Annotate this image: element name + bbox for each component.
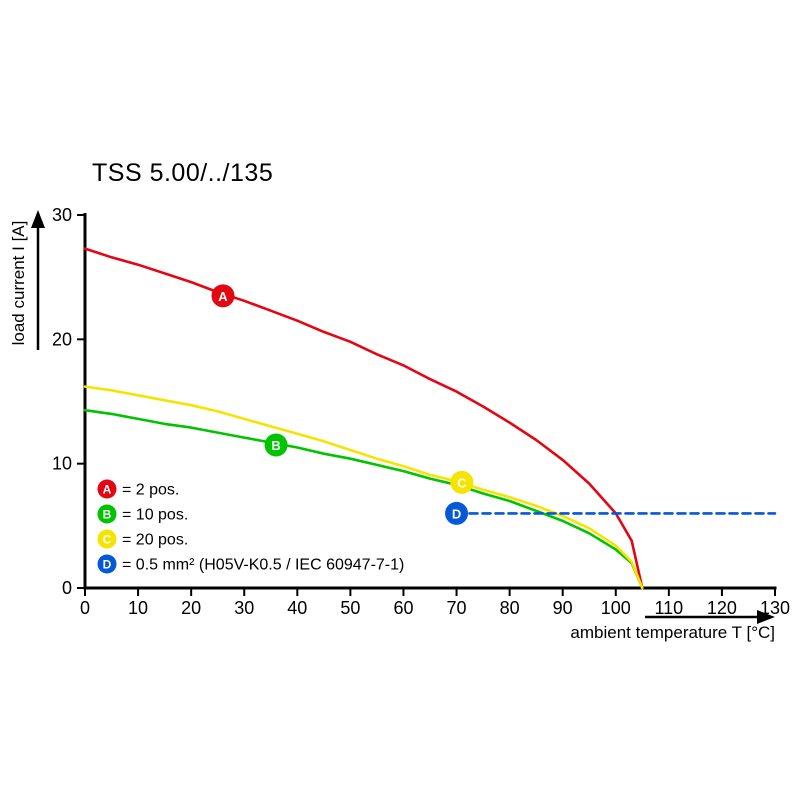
curves-layer bbox=[83, 247, 777, 590]
x-axis-arrow-head bbox=[757, 610, 775, 624]
legend-swatch-b bbox=[97, 504, 117, 524]
axes-layer: 0 10 20 30 40 50 60 70 80 90 100 110 120 130 0 10 20 30 bbox=[52, 205, 790, 618]
x-tick-label: 120 bbox=[707, 598, 737, 618]
legend-letter-a: A bbox=[103, 483, 112, 497]
curve-c bbox=[83, 385, 644, 590]
marker-c-circle bbox=[450, 470, 474, 494]
x-tick-label: 130 bbox=[760, 598, 790, 618]
x-tick-label: 60 bbox=[393, 598, 413, 618]
chart-title: TSS 5.00/../135 bbox=[92, 159, 274, 187]
legend-letter-c: C bbox=[103, 533, 112, 547]
x-tick-label: 110 bbox=[654, 598, 683, 618]
curve-b bbox=[83, 408, 644, 590]
marker-a-letter: A bbox=[218, 289, 228, 304]
markers-layer: A B C D bbox=[211, 284, 474, 525]
legend-label-a: = 2 pos. bbox=[122, 482, 179, 499]
x-tick-label: 40 bbox=[287, 598, 307, 618]
x-tick-label: 0 bbox=[80, 598, 90, 618]
legend-swatch-d bbox=[97, 554, 117, 574]
x-axis-label: ambient temperature T [°C] bbox=[570, 623, 775, 642]
legend-label-d: = 0.5 mm² (H05V-K0.5 / IEC 60947-7-1) bbox=[122, 557, 404, 574]
legend-layer: A = 2 pos. B = 10 pos. C = 20 pos. D = 0.5 mm² … bbox=[97, 479, 404, 574]
marker-b-letter: B bbox=[271, 438, 280, 453]
legend-letter-d: D bbox=[103, 558, 112, 572]
y-tick-label: 20 bbox=[52, 329, 72, 349]
curve-a bbox=[83, 247, 644, 590]
legend-swatch-a bbox=[97, 479, 117, 499]
legend-letter-b: B bbox=[103, 508, 112, 522]
y-tick-label: 30 bbox=[52, 205, 72, 225]
x-tick-label: 100 bbox=[601, 598, 631, 618]
x-tick-label: 30 bbox=[234, 598, 254, 618]
y-tick-label: 0 bbox=[62, 578, 72, 598]
marker-d-circle bbox=[445, 501, 469, 525]
x-tick-label: 20 bbox=[181, 598, 201, 618]
legend-label-c: = 20 pos. bbox=[122, 532, 188, 549]
y-tick-label: 10 bbox=[52, 454, 72, 474]
y-axis-arrow-head bbox=[31, 210, 45, 228]
x-tick-label: 70 bbox=[447, 598, 467, 618]
x-tick-label: 80 bbox=[500, 598, 520, 618]
legend-swatch-c bbox=[97, 529, 117, 549]
x-tick-label: 10 bbox=[128, 598, 148, 618]
marker-d-letter: D bbox=[452, 506, 461, 521]
x-tick-label: 90 bbox=[553, 598, 573, 618]
marker-a-circle bbox=[211, 284, 235, 308]
legend-label-b: = 10 pos. bbox=[122, 507, 188, 524]
x-tick-label: 50 bbox=[340, 598, 360, 618]
marker-c-letter: C bbox=[457, 475, 467, 490]
marker-b-circle bbox=[264, 433, 288, 457]
